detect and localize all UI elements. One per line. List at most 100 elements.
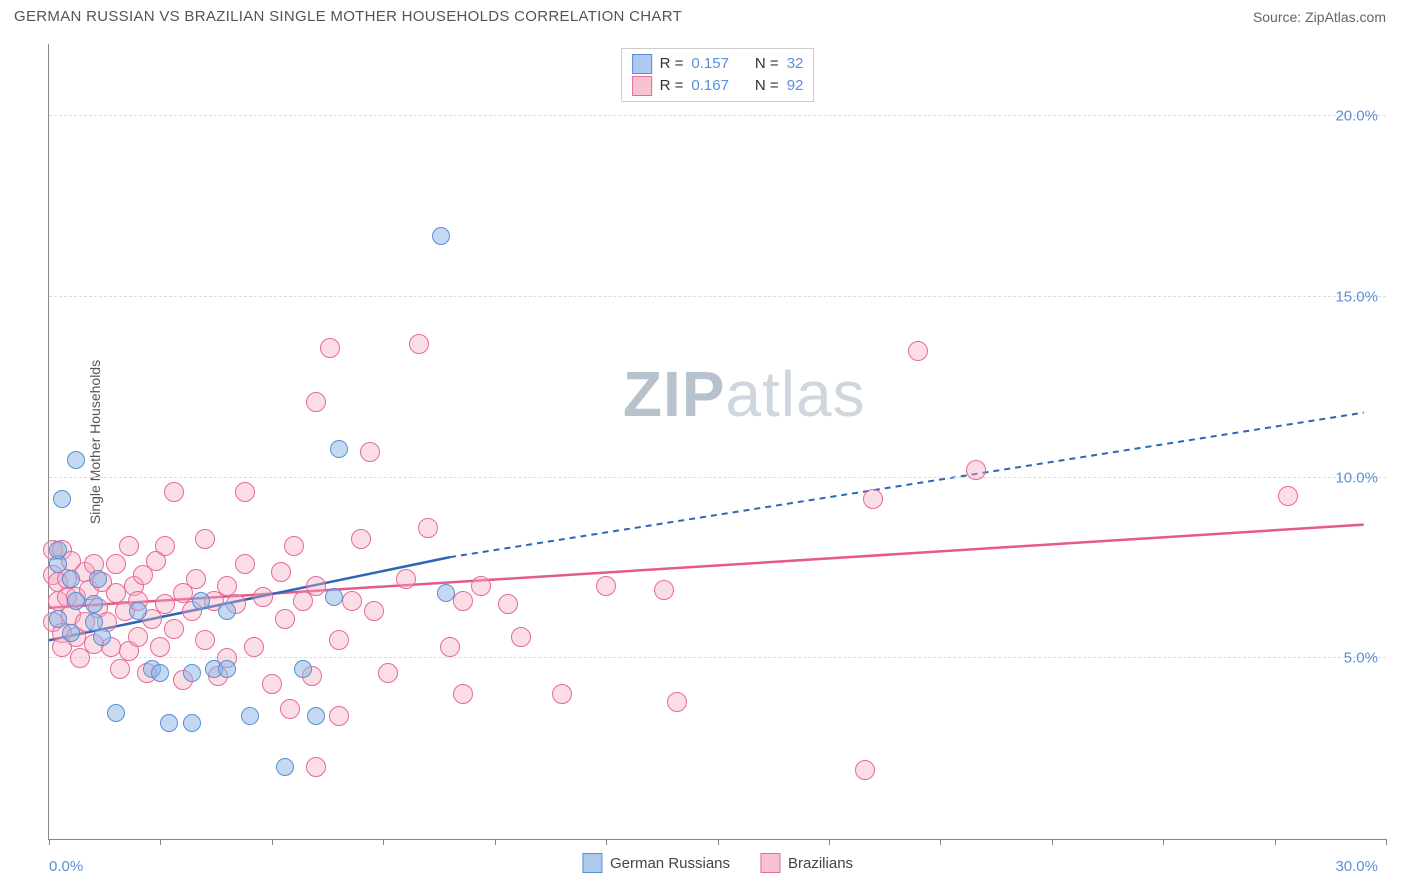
legend-item: German Russians xyxy=(582,853,730,873)
x-tick xyxy=(383,839,384,845)
data-point xyxy=(306,757,326,777)
legend-swatch xyxy=(582,853,602,873)
data-point xyxy=(164,619,184,639)
data-point xyxy=(329,706,349,726)
data-point xyxy=(855,760,875,780)
data-point xyxy=(235,482,255,502)
x-tick xyxy=(1163,839,1164,845)
data-point xyxy=(307,707,325,725)
data-point xyxy=(85,595,103,613)
data-point xyxy=(320,338,340,358)
data-point xyxy=(966,460,986,480)
x-tick xyxy=(606,839,607,845)
watermark: ZIPatlas xyxy=(623,357,866,431)
data-point xyxy=(654,580,674,600)
data-point xyxy=(1278,486,1298,506)
x-tick xyxy=(1052,839,1053,845)
data-point xyxy=(49,541,67,559)
data-point xyxy=(164,482,184,502)
data-point xyxy=(280,699,300,719)
source-label: Source: ZipAtlas.com xyxy=(1253,9,1386,25)
data-point xyxy=(453,684,473,704)
y-tick-label: 20.0% xyxy=(1335,108,1378,125)
data-point xyxy=(667,692,687,712)
x-tick xyxy=(829,839,830,845)
data-point xyxy=(552,684,572,704)
scatter-chart: Single Mother Households ZIPatlas R = 0.… xyxy=(48,44,1386,840)
data-point xyxy=(128,627,148,647)
data-point xyxy=(192,592,210,610)
data-point xyxy=(183,714,201,732)
data-point xyxy=(863,489,883,509)
legend-swatch xyxy=(632,54,652,74)
data-point xyxy=(418,518,438,538)
data-point xyxy=(217,576,237,596)
data-point xyxy=(306,392,326,412)
data-point xyxy=(241,707,259,725)
y-tick-label: 10.0% xyxy=(1335,469,1378,486)
data-point xyxy=(129,602,147,620)
data-point xyxy=(195,529,215,549)
y-axis-title: Single Mother Households xyxy=(87,359,103,523)
x-tick xyxy=(49,839,50,845)
data-point xyxy=(471,576,491,596)
data-point xyxy=(244,637,264,657)
data-point xyxy=(262,674,282,694)
data-point xyxy=(437,584,455,602)
data-point xyxy=(342,591,362,611)
grid-line xyxy=(49,657,1386,658)
data-point xyxy=(908,341,928,361)
data-point xyxy=(325,588,343,606)
x-tick xyxy=(495,839,496,845)
data-point xyxy=(89,570,107,588)
data-point xyxy=(306,576,326,596)
data-point xyxy=(218,660,236,678)
data-point xyxy=(409,334,429,354)
data-point xyxy=(511,627,531,647)
x-tick xyxy=(1386,839,1387,845)
data-point xyxy=(284,536,304,556)
data-point xyxy=(183,664,201,682)
data-point xyxy=(276,758,294,776)
y-tick-label: 5.0% xyxy=(1344,650,1378,667)
x-axis-min-label: 0.0% xyxy=(49,858,83,875)
data-point xyxy=(440,637,460,657)
x-tick xyxy=(160,839,161,845)
data-point xyxy=(186,569,206,589)
data-point xyxy=(218,602,236,620)
data-point xyxy=(330,440,348,458)
data-point xyxy=(62,624,80,642)
legend-row: R = 0.157N = 32 xyxy=(632,53,804,75)
legend-swatch xyxy=(760,853,780,873)
y-tick-label: 15.0% xyxy=(1335,288,1378,305)
legend-swatch xyxy=(632,76,652,96)
legend-item: Brazilians xyxy=(760,853,853,873)
x-tick xyxy=(718,839,719,845)
grid-line xyxy=(49,296,1386,297)
data-point xyxy=(351,529,371,549)
data-point xyxy=(360,442,380,462)
data-point xyxy=(49,610,67,628)
correlation-legend: R = 0.157N = 32R = 0.167N = 92 xyxy=(621,48,815,102)
x-tick xyxy=(1275,839,1276,845)
data-point xyxy=(106,554,126,574)
data-point xyxy=(110,659,130,679)
data-point xyxy=(396,569,416,589)
data-point xyxy=(275,609,295,629)
data-point xyxy=(150,637,170,657)
data-point xyxy=(378,663,398,683)
data-point xyxy=(253,587,273,607)
x-tick xyxy=(940,839,941,845)
grid-line xyxy=(49,477,1386,478)
data-point xyxy=(432,227,450,245)
data-point xyxy=(596,576,616,596)
legend-row: R = 0.167N = 92 xyxy=(632,75,804,97)
data-point xyxy=(498,594,518,614)
series-legend: German Russians Brazilians xyxy=(582,853,853,873)
data-point xyxy=(155,536,175,556)
chart-title: GERMAN RUSSIAN VS BRAZILIAN SINGLE MOTHE… xyxy=(14,8,682,25)
grid-line xyxy=(49,115,1386,116)
x-axis-max-label: 30.0% xyxy=(1335,858,1378,875)
data-point xyxy=(93,628,111,646)
data-point xyxy=(364,601,384,621)
